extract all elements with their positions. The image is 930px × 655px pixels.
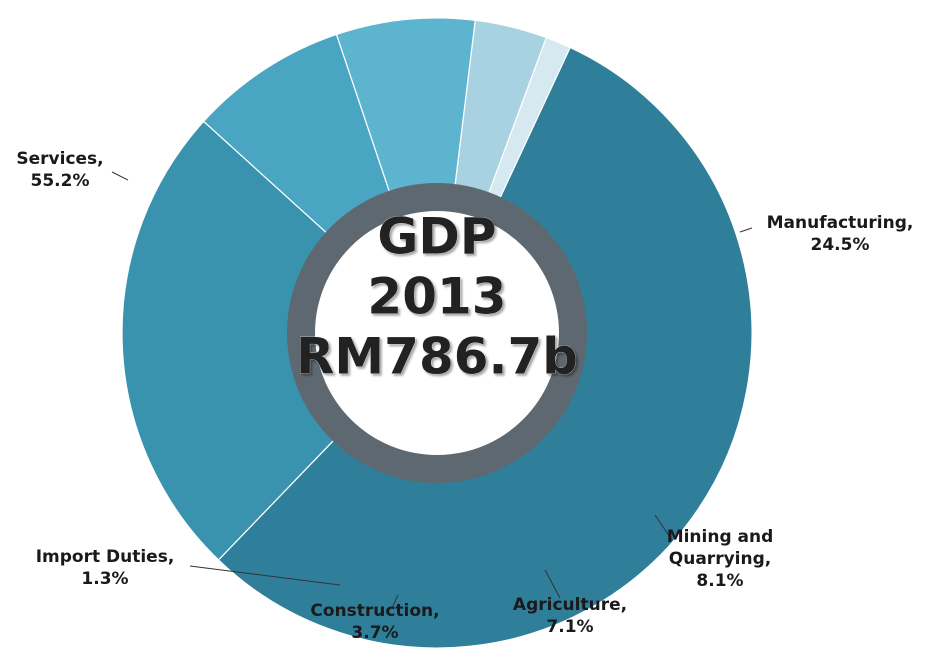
slice-name: Construction, — [310, 601, 440, 621]
slice-label: Mining and Quarrying, 8.1% — [655, 526, 785, 592]
slice-value: 3.7% — [351, 623, 399, 643]
slice-name: Mining and Quarrying, — [666, 527, 774, 569]
slice-label: Services, 55.2% — [5, 148, 115, 192]
leader-line — [391, 594, 399, 609]
leader-line — [111, 171, 129, 181]
slice-name: Manufacturing, — [766, 213, 914, 233]
slice-value: 1.3% — [81, 569, 129, 589]
center-text: RM786.7b — [296, 328, 578, 386]
leader-line — [544, 569, 561, 599]
slice-value: 7.1% — [546, 617, 594, 637]
leader-line — [654, 514, 673, 541]
leader-lines — [111, 171, 753, 609]
slice-name: Import Duties, — [35, 547, 175, 567]
slice-name: Services, — [16, 149, 104, 169]
slice-label: Agriculture, 7.1% — [505, 594, 635, 638]
leader-line — [739, 227, 753, 233]
center-text: 2013 — [367, 268, 506, 326]
slice-value: 8.1% — [696, 571, 744, 591]
slice-label: Construction, 3.7% — [290, 600, 460, 644]
slice-value: 55.2% — [30, 171, 90, 191]
center-text: GDP — [377, 208, 496, 266]
center-disc — [315, 211, 559, 455]
slice-label: Import Duties, 1.3% — [15, 546, 195, 590]
slice-name: Agriculture, — [512, 595, 628, 615]
leader-line — [189, 565, 341, 586]
slice-label: Manufacturing, 24.5% — [745, 212, 930, 256]
slice-value: 24.5% — [810, 235, 870, 255]
